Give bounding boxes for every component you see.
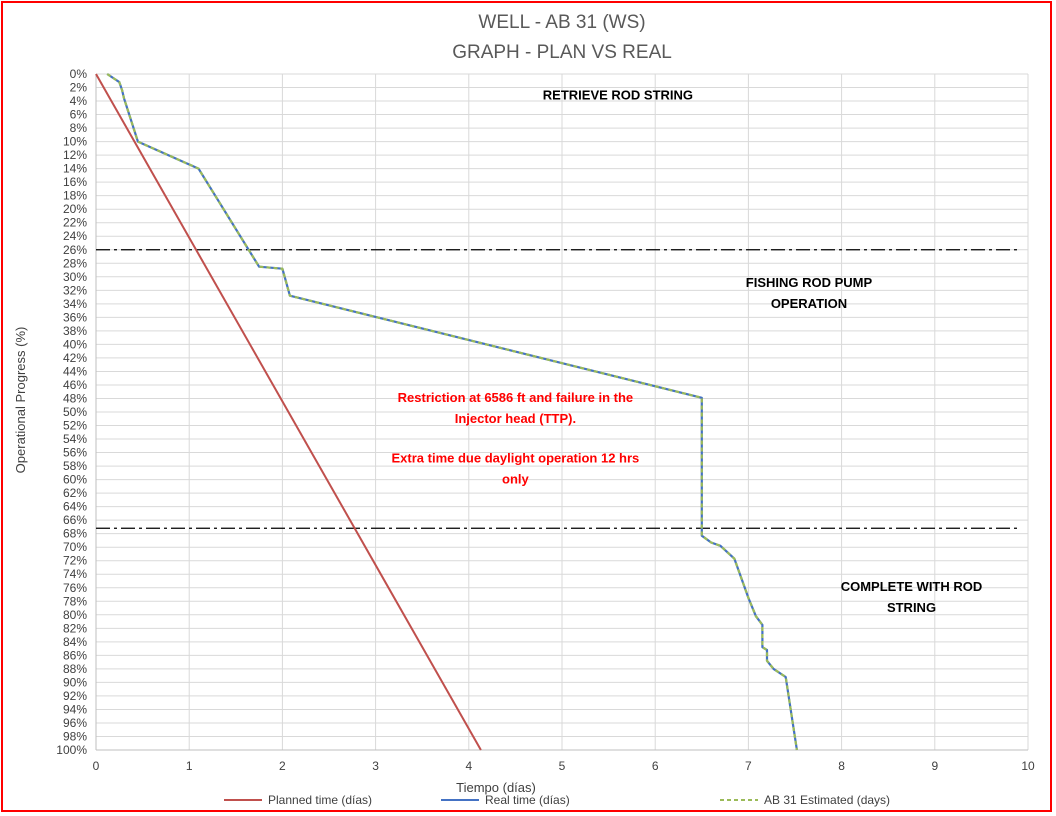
y-tick-label: 82%: [63, 621, 87, 635]
y-tick-label: 42%: [63, 351, 87, 365]
y-tick-label: 74%: [63, 567, 87, 581]
y-axis-label: Operational Progress (%): [13, 327, 28, 474]
x-axis-label: Tiempo (días): [456, 780, 536, 795]
y-tick-label: 46%: [63, 378, 87, 392]
y-tick-label: 52%: [63, 419, 87, 433]
y-tick-label: 14%: [63, 162, 87, 176]
legend: Planned time (días) Real time (días) AB 31…: [224, 793, 890, 807]
x-tick-label: 2: [279, 759, 286, 773]
x-tick-label: 4: [465, 759, 472, 773]
y-tick-label: 8%: [70, 121, 88, 135]
y-tick-label: 6%: [70, 108, 88, 122]
tick-labels: 0%2%4%6%8%10%12%14%16%18%20%22%24%26%28%…: [56, 67, 1035, 773]
x-tick-label: 9: [931, 759, 938, 773]
y-tick-label: 38%: [63, 324, 87, 338]
x-tick-label: 6: [652, 759, 659, 773]
annotation-text: STRING: [887, 600, 936, 615]
y-tick-label: 28%: [63, 256, 87, 270]
y-tick-label: 60%: [63, 473, 87, 487]
series-line-0: [95, 73, 482, 751]
y-tick-label: 12%: [63, 148, 87, 162]
y-tick-label: 50%: [63, 405, 87, 419]
y-tick-label: 98%: [63, 729, 87, 743]
y-tick-label: 92%: [63, 689, 87, 703]
y-tick-label: 62%: [63, 486, 87, 500]
annotation-text: only: [502, 472, 529, 487]
y-tick-label: 10%: [63, 135, 87, 149]
y-tick-label: 16%: [63, 175, 87, 189]
series-line-2: [106, 73, 798, 751]
annotation-text: FISHING ROD PUMP: [746, 275, 873, 290]
chart-title-line-2: GRAPH - PLAN VS REAL: [452, 42, 672, 63]
x-tick-label: 5: [559, 759, 566, 773]
x-tick-label: 3: [372, 759, 379, 773]
x-tick-label: 1: [186, 759, 193, 773]
y-tick-label: 26%: [63, 243, 87, 257]
legend-label-1: Real time (días): [485, 793, 570, 807]
y-tick-label: 56%: [63, 446, 87, 460]
y-tick-label: 58%: [63, 459, 87, 473]
y-tick-label: 66%: [63, 513, 87, 527]
y-tick-label: 44%: [63, 364, 87, 378]
y-tick-label: 72%: [63, 554, 87, 568]
y-tick-label: 80%: [63, 608, 87, 622]
y-tick-label: 76%: [63, 581, 87, 595]
y-tick-label: 18%: [63, 189, 87, 203]
y-tick-label: 54%: [63, 432, 87, 446]
y-tick-label: 100%: [56, 743, 87, 757]
y-tick-label: 70%: [63, 540, 87, 554]
y-tick-label: 86%: [63, 648, 87, 662]
chart-title-line-1: WELL - AB 31 (WS): [478, 12, 646, 33]
y-tick-label: 4%: [70, 94, 88, 108]
legend-label-2: AB 31 Estimated (days): [764, 793, 890, 807]
x-tick-label: 0: [93, 759, 100, 773]
y-tick-label: 20%: [63, 202, 87, 216]
y-tick-label: 84%: [63, 635, 87, 649]
y-tick-label: 22%: [63, 216, 87, 230]
annotation-text: COMPLETE WITH ROD: [841, 579, 983, 594]
y-tick-label: 78%: [63, 594, 87, 608]
y-tick-label: 94%: [63, 702, 87, 716]
series: [95, 73, 798, 751]
y-tick-label: 24%: [63, 229, 87, 243]
grid: [95, 73, 1029, 751]
annotation-text: Extra time due daylight operation 12 hrs: [392, 451, 640, 466]
annotations: RETRIEVE ROD STRING FISHING ROD PUMP OPERA…: [392, 88, 983, 615]
x-tick-label: 10: [1021, 759, 1035, 773]
y-tick-label: 40%: [63, 337, 87, 351]
y-tick-label: 68%: [63, 527, 87, 541]
annotation-text: Restriction at 6586 ft and failure in th…: [398, 390, 634, 405]
y-tick-label: 30%: [63, 270, 87, 284]
y-tick-label: 2%: [70, 81, 88, 95]
x-tick-label: 8: [838, 759, 845, 773]
y-tick-label: 32%: [63, 283, 87, 297]
legend-label-0: Planned time (días): [268, 793, 372, 807]
y-tick-label: 36%: [63, 310, 87, 324]
y-tick-label: 48%: [63, 391, 87, 405]
annotation-text: RETRIEVE ROD STRING: [543, 88, 693, 103]
annotation-text: Injector head (TTP).: [455, 411, 576, 426]
y-tick-label: 34%: [63, 297, 87, 311]
annotation-text: OPERATION: [771, 296, 847, 311]
y-tick-label: 88%: [63, 662, 87, 676]
y-tick-label: 90%: [63, 675, 87, 689]
y-tick-label: 64%: [63, 500, 87, 514]
x-tick-label: 7: [745, 759, 752, 773]
y-tick-label: 96%: [63, 716, 87, 730]
y-tick-label: 0%: [70, 67, 88, 81]
